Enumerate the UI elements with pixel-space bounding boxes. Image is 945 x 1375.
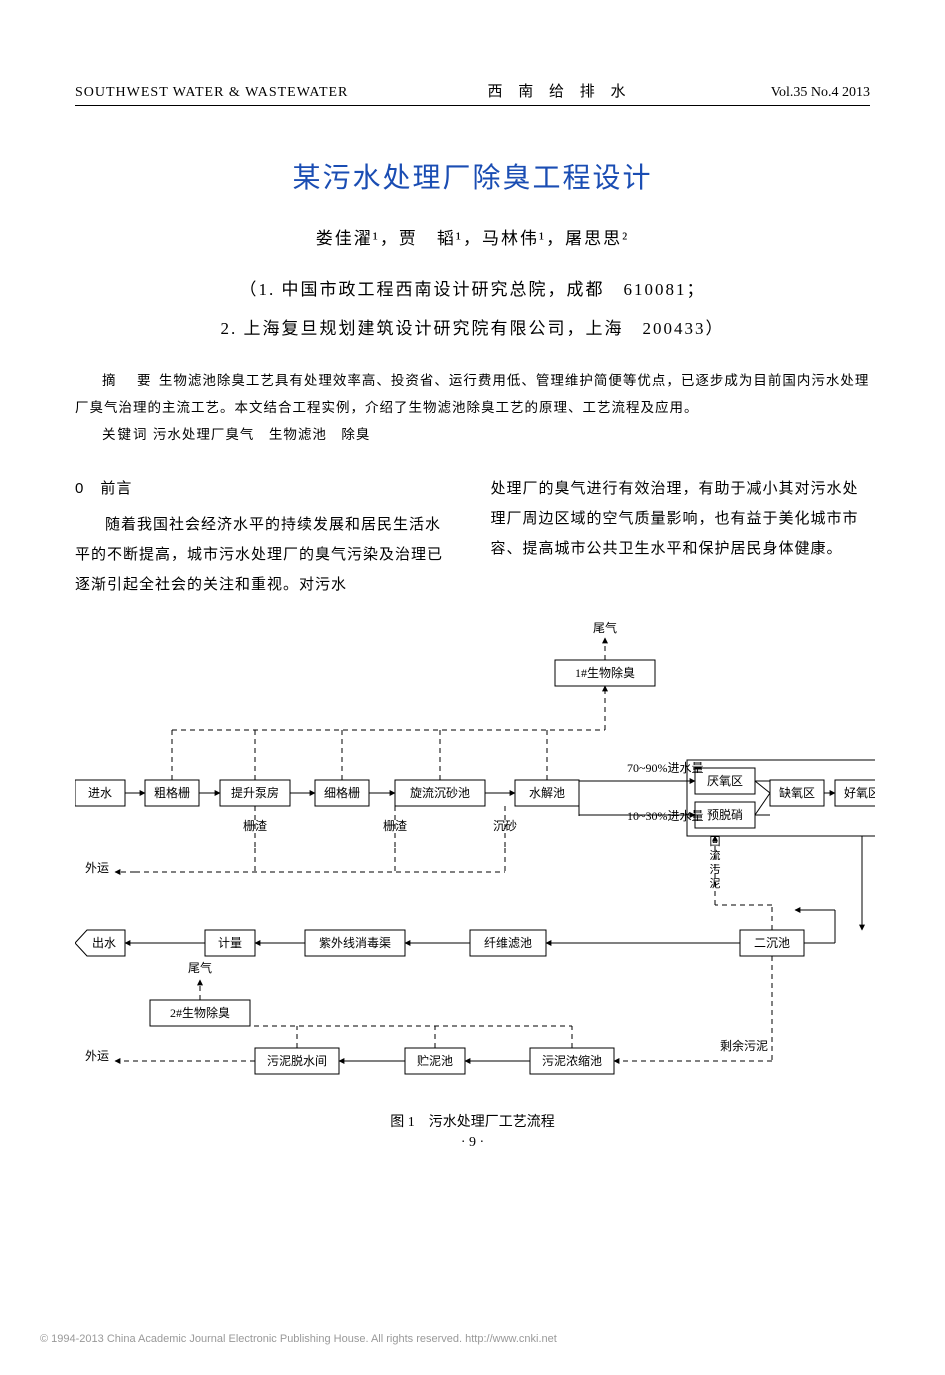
column-left: 0 前言 随着我国社会经济水平的持续发展和居民生活水平的不断提高，城市污水处理厂…: [75, 474, 455, 600]
authors-line: 娄佳濯¹，贾 韬¹，马林伟¹，屠思思²: [75, 224, 870, 249]
svg-text:污: 污: [710, 863, 721, 876]
svg-text:预脱硝: 预脱硝: [707, 807, 743, 822]
keywords-text: 污水处理厂臭气 生物滤池 除臭: [153, 427, 371, 442]
svg-text:栅渣: 栅渣: [243, 818, 267, 833]
svg-text:进水: 进水: [88, 786, 112, 800]
abstract-text: 生物滤池除臭工艺具有处理效率高、投资省、运行费用低、管理维护简便等优点，已逐步成…: [75, 373, 869, 415]
svg-text:水解池: 水解池: [529, 786, 565, 800]
section-0-heading: 0 前言: [75, 474, 455, 504]
flowchart-figure: 尾气1#生物除臭进水粗格栅提升泵房细格栅旋流沉砂池水解池厌氧区预脱硝缺氧区好氧区…: [75, 620, 870, 1151]
journal-name-cn: 西 南 给 排 水: [488, 80, 632, 101]
svg-text:缺氧区: 缺氧区: [779, 785, 815, 800]
svg-text:粗格栅: 粗格栅: [154, 785, 190, 800]
svg-text:紫外线消毒渠: 紫外线消毒渠: [319, 936, 391, 950]
keywords-label: 关键词: [102, 427, 149, 442]
column-right: 处理厂的臭气进行有效治理，有助于减小其对污水处理厂周边区域的空气质量影响，也有益…: [491, 474, 871, 600]
paper-title: 某污水处理厂除臭工程设计: [75, 156, 870, 196]
svg-text:提升泵房: 提升泵房: [231, 785, 279, 800]
svg-text:细格栅: 细格栅: [324, 785, 360, 800]
svg-text:10~30%进水量: 10~30%进水量: [627, 809, 704, 823]
svg-text:污泥脱水间: 污泥脱水间: [267, 1053, 327, 1068]
keywords-block: 关键词 污水处理厂臭气 生物滤池 除臭: [75, 421, 870, 448]
svg-text:尾气: 尾气: [188, 960, 212, 975]
svg-text:出水: 出水: [92, 936, 116, 950]
col2-paragraph: 处理厂的臭气进行有效治理，有助于减小其对污水处理厂周边区域的空气质量影响，也有益…: [491, 474, 871, 564]
affiliation-2: 2. 上海复旦规划建筑设计研究院有限公司，上海 200433）: [75, 314, 870, 339]
svg-text:纤维滤池: 纤维滤池: [484, 936, 532, 950]
svg-text:流: 流: [710, 848, 721, 862]
page-number: · 9 ·: [75, 1135, 870, 1151]
svg-text:二沉池: 二沉池: [754, 936, 790, 950]
svg-text:回: 回: [710, 835, 721, 848]
journal-header: SOUTHWEST WATER & WASTEWATER 西 南 给 排 水 V…: [75, 80, 870, 106]
svg-text:栅渣: 栅渣: [383, 818, 407, 833]
svg-text:污泥浓缩池: 污泥浓缩池: [542, 1053, 602, 1068]
svg-text:70~90%进水量: 70~90%进水量: [627, 761, 704, 775]
figure-caption: 图 1 污水处理厂工艺流程: [75, 1111, 870, 1131]
svg-text:旋流沉砂池: 旋流沉砂池: [410, 786, 470, 800]
abstract-label: 摘 要: [102, 373, 155, 388]
svg-text:剩余污泥: 剩余污泥: [720, 1038, 768, 1053]
svg-text:外运: 外运: [85, 861, 109, 875]
abstract-block: 摘 要 生物滤池除臭工艺具有处理效率高、投资省、运行费用低、管理维护简便等优点，…: [75, 367, 870, 421]
svg-text:贮泥池: 贮泥池: [417, 1053, 453, 1068]
flowchart-svg: 尾气 1#生物除臭进水 粗格栅 提升泵房 细格栅 旋流沉砂池 水解池 厌氧区预脱硝 缺氧区 好氧区…: [75, 620, 875, 1100]
svg-text:尾气: 尾气: [593, 620, 617, 635]
svg-text:计量: 计量: [218, 936, 242, 950]
affiliation-1: （1. 中国市政工程西南设计研究总院，成都 610081；: [75, 275, 870, 300]
svg-text:好氧区: 好氧区: [844, 786, 875, 800]
svg-text:2#生物除臭: 2#生物除臭: [170, 1005, 230, 1020]
svg-text:厌氧区: 厌氧区: [707, 774, 743, 788]
journal-name-en: SOUTHWEST WATER & WASTEWATER: [75, 85, 348, 101]
copyright-footer: © 1994-2013 China Academic Journal Elect…: [40, 1333, 557, 1345]
volume-info: Vol.35 No.4 2013: [771, 85, 870, 101]
col1-paragraph: 随着我国社会经济水平的持续发展和居民生活水平的不断提高，城市污水处理厂的臭气污染…: [75, 510, 455, 600]
svg-text:外运: 外运: [85, 1049, 109, 1063]
body-columns: 0 前言 随着我国社会经济水平的持续发展和居民生活水平的不断提高，城市污水处理厂…: [75, 474, 870, 600]
svg-text:1#生物除臭: 1#生物除臭: [575, 665, 635, 680]
svg-text:沉砂: 沉砂: [493, 819, 517, 833]
svg-text:泥: 泥: [710, 877, 721, 890]
